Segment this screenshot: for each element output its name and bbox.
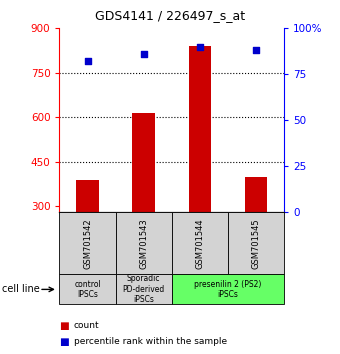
Text: GSM701545: GSM701545 bbox=[251, 218, 260, 269]
Text: GSM701543: GSM701543 bbox=[139, 218, 148, 269]
Text: cell line: cell line bbox=[2, 284, 39, 295]
Text: GSM701544: GSM701544 bbox=[195, 218, 204, 269]
Bar bbox=[188, 46, 211, 212]
Bar bbox=[244, 177, 267, 212]
Point bbox=[253, 47, 258, 53]
Text: count: count bbox=[74, 321, 99, 330]
Text: ■: ■ bbox=[59, 337, 69, 347]
Text: GSM701542: GSM701542 bbox=[83, 218, 92, 269]
Text: Sporadic
PD-derived
iPSCs: Sporadic PD-derived iPSCs bbox=[122, 274, 165, 304]
Text: ■: ■ bbox=[59, 321, 69, 331]
Text: percentile rank within the sample: percentile rank within the sample bbox=[74, 337, 227, 346]
Bar bbox=[76, 180, 99, 212]
Text: control
IPSCs: control IPSCs bbox=[74, 280, 101, 299]
Point bbox=[141, 51, 146, 57]
Point bbox=[197, 44, 202, 50]
Text: presenilin 2 (PS2)
iPSCs: presenilin 2 (PS2) iPSCs bbox=[194, 280, 261, 299]
Text: GDS4141 / 226497_s_at: GDS4141 / 226497_s_at bbox=[95, 9, 245, 22]
Point bbox=[85, 59, 90, 64]
Bar bbox=[132, 113, 155, 212]
